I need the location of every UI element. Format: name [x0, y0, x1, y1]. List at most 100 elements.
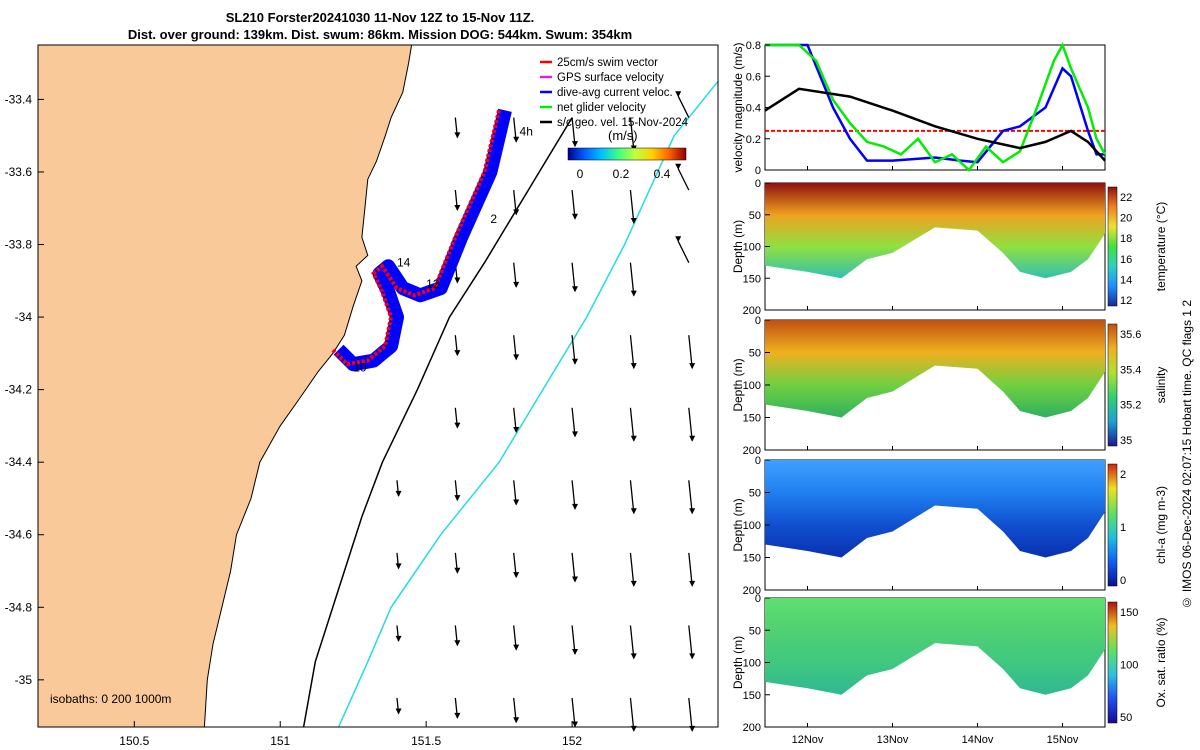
x-tick-label: 151.5 — [411, 734, 441, 748]
legend-label: s/c geo. vel. 15-Nov-2024 — [557, 117, 689, 129]
geo-velocity-arrowhead — [571, 649, 578, 656]
geo-velocity-arrowhead — [675, 163, 682, 170]
geo-velocity-arrow — [629, 697, 635, 731]
colorbar-tick-label: 14 — [1120, 274, 1132, 286]
velocity-y-tick-label: 0.6 — [746, 71, 761, 83]
colorbar-tick-label: 0.4 — [654, 167, 671, 181]
colorbar-label: chl-a (mg m-3) — [1154, 486, 1168, 564]
colorbar-label: Ox. sat. ratio (%) — [1154, 617, 1168, 707]
heatmap-y-tick-label: 150 — [743, 273, 761, 285]
geo-velocity-arrowhead — [513, 644, 520, 651]
x-tick-label: 151 — [270, 734, 290, 748]
credit-text: © IMOS 06-Dec-2024 02:07:15 Hobart time.… — [1180, 300, 1194, 610]
heatmap-y-tick-label: 50 — [749, 348, 761, 360]
legend-label: GPS surface velocity — [557, 72, 664, 84]
geo-velocity-arrow — [629, 625, 635, 659]
geo-velocity-arrowhead — [571, 213, 578, 220]
geo-velocity-arrowhead — [395, 635, 402, 642]
y-tick-label: -34 — [15, 310, 33, 324]
geo-velocity-arrow — [629, 480, 635, 514]
legend-label: 25cm/s swim vector — [557, 57, 658, 69]
velocity-y-axis-label: velocity magnitude (m/s) — [731, 42, 745, 172]
heatmap-y-tick-label: 150 — [743, 413, 761, 425]
heatmap-y-axis-label: Depth (m) — [731, 498, 745, 551]
map-panel: 4h 2 14 12 10 150.5 151 151.5 152 -33.4 -33.6 -33.8… — [5, 44, 719, 748]
heatmap-y-tick-label: 0 — [755, 455, 761, 467]
geo-velocity-arrowhead — [513, 717, 520, 724]
velocity-y-tick-label: 0.8 — [746, 40, 761, 52]
geo-velocity-arrow — [688, 552, 693, 586]
heatmap-y-axis-label: Depth (m) — [731, 358, 745, 411]
geo-velocity-arrowhead — [630, 508, 637, 515]
x-tick-label: 150.5 — [119, 734, 149, 748]
colorbar-tick-label: 2 — [1120, 469, 1126, 481]
geo-velocity-arrowhead — [675, 236, 682, 243]
y-tick-label: -34.4 — [5, 455, 33, 469]
isobath-1000m — [337, 80, 719, 728]
geo-velocity-arrowhead — [395, 563, 402, 570]
y-tick-label: -33.6 — [5, 165, 33, 179]
time-tick-label: 15Nov — [1047, 734, 1079, 746]
heatmap-section-fill — [765, 460, 1105, 558]
geo-velocity-arrowhead — [454, 350, 461, 357]
geo-velocity-arrowhead — [454, 567, 461, 574]
geo-velocity-arrowhead — [454, 422, 461, 429]
land-area — [37, 44, 413, 728]
heatmap-section-fill — [765, 598, 1105, 695]
colorbar-label: (m/s) — [608, 128, 638, 143]
heatmap-colorbar — [1107, 601, 1118, 724]
x-tick-label: 152 — [562, 734, 582, 748]
heatmap-y-tick-label: 50 — [749, 625, 761, 637]
track-time-label: 12 — [426, 277, 440, 291]
geo-velocity-arrow — [688, 480, 693, 514]
geo-velocity-arrowhead — [513, 572, 520, 579]
colorbar-tick-label: 18 — [1120, 233, 1132, 245]
colorbar-label: salinity — [1154, 367, 1168, 404]
geo-velocity-arrow — [629, 117, 635, 151]
geo-velocity-arrowhead — [454, 640, 461, 647]
heatmap-section-fill — [765, 320, 1105, 418]
map-colorbar — [567, 147, 687, 161]
geo-velocity-arrow — [688, 697, 693, 731]
geo-velocity-arrowhead — [675, 91, 682, 98]
heatmap-section-fill — [765, 183, 1105, 279]
swim-vector-track — [331, 109, 501, 367]
heatmap-colorbar — [1107, 186, 1118, 307]
y-tick-label: -33.4 — [5, 92, 33, 106]
colorbar-tick-label: 0.2 — [613, 167, 630, 181]
geo-velocity-arrowhead — [454, 132, 461, 139]
heatmap-y-tick-label: 0 — [755, 178, 761, 190]
heatmap-y-tick-label: 100 — [743, 242, 761, 254]
geo-velocity-arrow — [629, 190, 635, 224]
colorbar-tick-label: 100 — [1120, 660, 1138, 672]
heatmap-y-tick-label: 0 — [755, 593, 761, 605]
colorbar-tick-label: 0 — [1120, 575, 1126, 587]
track-time-label: 14 — [397, 255, 411, 269]
track-time-label: 4h — [520, 125, 533, 139]
geo-velocity-arrowhead — [571, 141, 578, 148]
geo-velocity-arrowhead — [513, 354, 520, 361]
heatmap-colorbar — [1107, 323, 1118, 447]
geo-velocity-arrowhead — [571, 358, 578, 365]
heatmap-y-tick-label: 150 — [743, 553, 761, 565]
geo-velocity-arrowhead — [513, 499, 520, 506]
colorbar-tick-label: 35.4 — [1120, 364, 1141, 376]
heatmap-y-tick-label: 0 — [755, 315, 761, 327]
geo-velocity-arrowhead — [454, 495, 461, 502]
geo-velocity-arrowhead — [571, 286, 578, 293]
colorbar-label: temperature (°C) — [1154, 202, 1168, 292]
geo-velocity-arrow — [688, 335, 693, 369]
colorbar-tick-label: 150 — [1120, 607, 1138, 619]
heatmap-y-tick-label: 200 — [743, 585, 761, 597]
geo-velocity-arrowhead — [395, 490, 402, 497]
geo-velocity-arrowhead — [630, 653, 637, 660]
geo-velocity-arrow — [629, 335, 635, 369]
time-tick-label: 12Nov — [792, 734, 824, 746]
geo-velocity-arrow — [629, 407, 635, 441]
colorbar-tick-label: 1 — [1120, 522, 1126, 534]
heatmap-y-tick-label: 100 — [743, 520, 761, 532]
geo-velocity-arrowhead — [689, 435, 696, 442]
track-time-label: 2 — [490, 212, 497, 226]
y-tick-label: -34.6 — [5, 528, 33, 542]
